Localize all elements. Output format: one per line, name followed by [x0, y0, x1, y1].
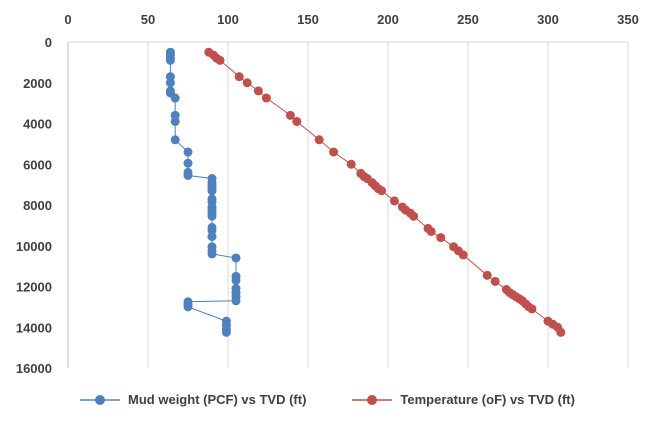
- y-tick-label: 8000: [23, 198, 52, 213]
- data-point-temperature: [234, 72, 244, 82]
- y-tick-label: 2000: [23, 76, 52, 91]
- data-point-temperature: [389, 196, 399, 206]
- y-tick-label: 14000: [16, 320, 52, 335]
- x-tick-label: 250: [457, 12, 479, 27]
- data-point-mud-weight: [183, 302, 193, 312]
- data-point-mud-weight: [221, 327, 231, 337]
- data-point-temperature: [458, 250, 468, 260]
- x-tick-label: 300: [537, 12, 559, 27]
- y-tick-label: 16000: [16, 361, 52, 376]
- data-point-mud-weight: [231, 253, 241, 263]
- data-point-temperature: [329, 147, 339, 157]
- data-point-temperature: [314, 135, 324, 145]
- data-point-mud-weight: [183, 170, 193, 180]
- data-point-temperature: [556, 327, 566, 337]
- data-point-mud-weight: [170, 135, 180, 145]
- data-point-temperature: [409, 211, 419, 221]
- y-tick-label: 0: [45, 35, 52, 50]
- y-tick-label: 4000: [23, 117, 52, 132]
- data-point-temperature: [426, 226, 436, 236]
- legend-label-mud-weight: Mud weight (PCF) vs TVD (ft): [128, 392, 307, 407]
- data-point-temperature: [527, 304, 537, 314]
- data-point-temperature: [261, 93, 271, 103]
- data-point-mud-weight: [207, 249, 217, 259]
- data-point-temperature: [242, 78, 252, 88]
- x-tick-label: 150: [297, 12, 319, 27]
- data-point-mud-weight: [207, 211, 217, 221]
- data-point-mud-weight: [183, 158, 193, 168]
- x-tick-label: 100: [217, 12, 239, 27]
- legend-swatch-temperature: [352, 394, 393, 405]
- data-point-mud-weight: [231, 296, 241, 306]
- plot-area: 0 50 100 150 200 250 300 350 0 2000 4000 6000 8000 10…: [16, 12, 639, 376]
- y-tick-label: 6000: [23, 157, 52, 172]
- data-point-temperature: [253, 86, 263, 96]
- legend-swatch-mud-weight: [80, 394, 121, 405]
- data-point-mud-weight: [207, 186, 217, 196]
- x-tick-label: 50: [141, 12, 155, 27]
- data-point-temperature: [436, 233, 446, 243]
- data-point-mud-weight: [183, 147, 193, 157]
- series-line-mud-weight: [169, 52, 237, 333]
- y-tick-label: 12000: [16, 280, 52, 295]
- y-tick-label: 10000: [16, 239, 52, 254]
- x-tick-label: 350: [617, 12, 639, 27]
- legend-item-temperature: Temperature (oF) vs TVD (ft): [352, 392, 575, 407]
- data-point-mud-weight: [165, 55, 175, 65]
- data-point-mud-weight: [170, 116, 180, 126]
- data-point-mud-weight: [165, 78, 175, 88]
- data-point-temperature: [482, 270, 492, 280]
- legend-label-temperature: Temperature (oF) vs TVD (ft): [400, 392, 575, 407]
- data-point-temperature: [292, 116, 302, 126]
- data-point-temperature: [215, 55, 225, 65]
- x-tick-label: 200: [377, 12, 399, 27]
- data-point-mud-weight: [231, 275, 241, 285]
- data-point-temperature: [377, 186, 387, 196]
- legend-item-mud-weight: Mud weight (PCF) vs TVD (ft): [80, 392, 306, 407]
- data-point-temperature: [285, 110, 295, 120]
- legend: Mud weight (PCF) vs TVD (ft) Temperature…: [0, 392, 655, 407]
- data-point-mud-weight: [170, 93, 180, 103]
- data-point-mud-weight: [207, 232, 217, 242]
- data-point-temperature: [490, 276, 500, 286]
- x-tick-label: 0: [64, 12, 71, 27]
- data-point-temperature: [346, 159, 356, 169]
